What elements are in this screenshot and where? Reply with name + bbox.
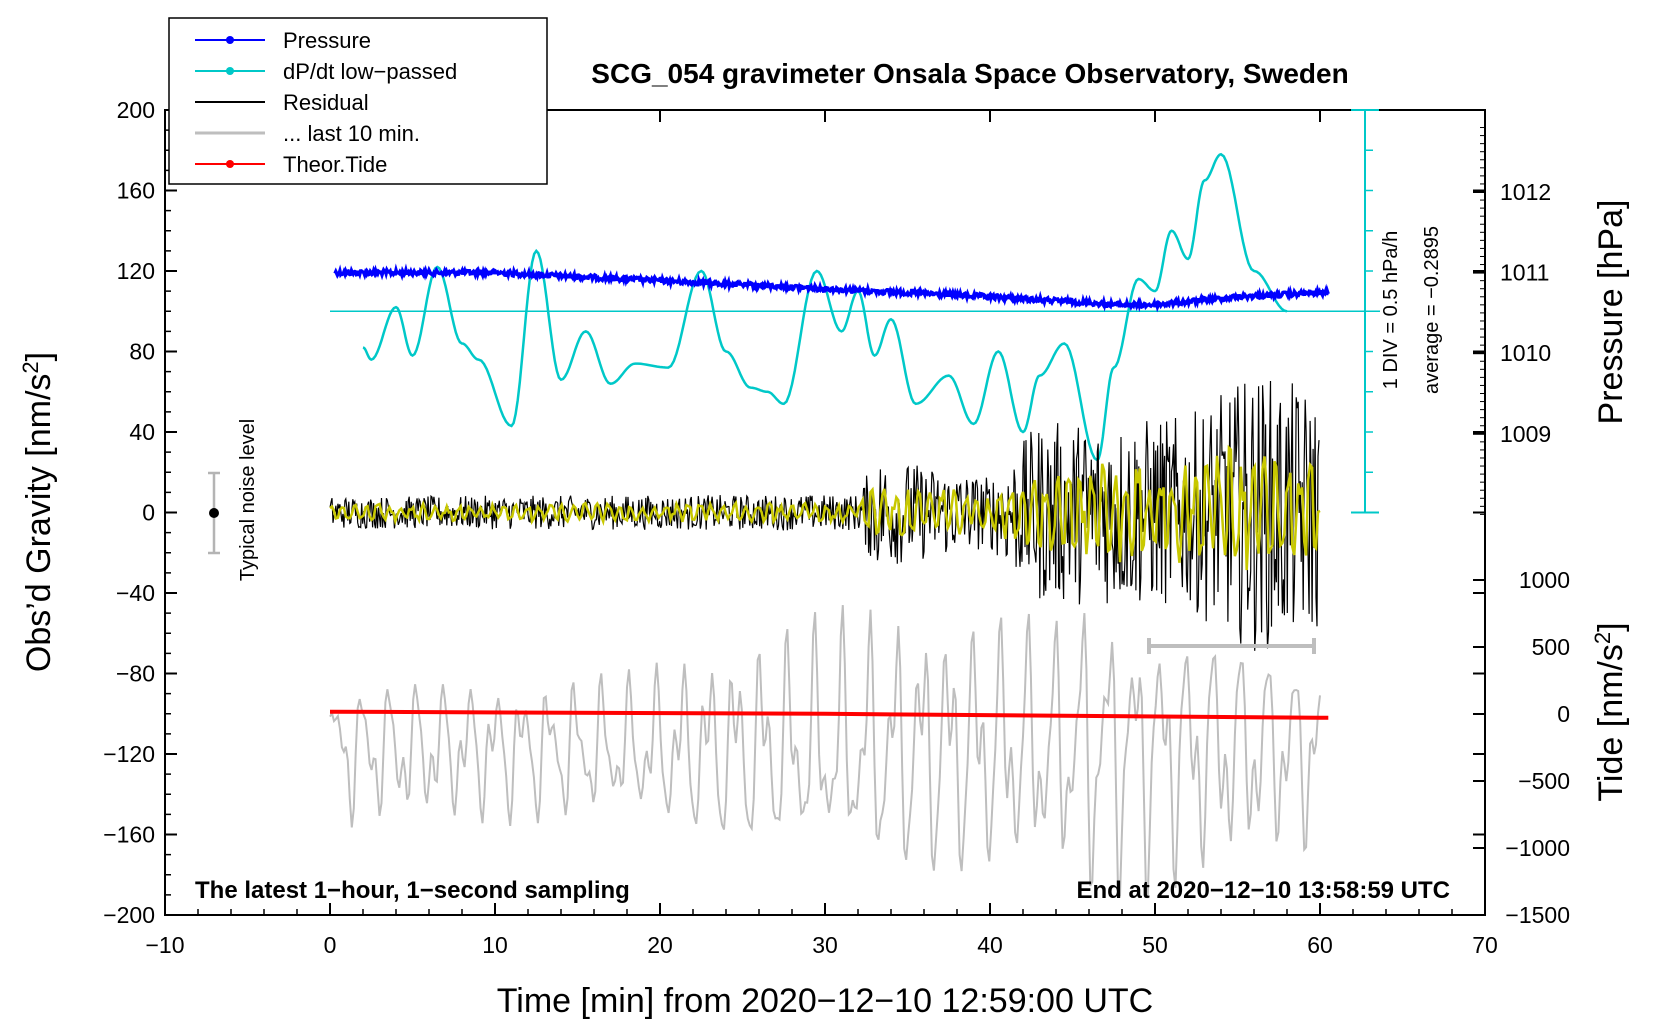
legend-label: ... last 10 min. bbox=[283, 121, 420, 146]
y-tick-label: −200 bbox=[103, 902, 155, 928]
y-tick-label: 40 bbox=[129, 419, 155, 445]
last-10-min-span bbox=[1147, 638, 1316, 654]
y-axis-title-tide: Tide [nm/s2] bbox=[1590, 622, 1630, 801]
tide-tick-label: 0 bbox=[1557, 701, 1570, 727]
y-tick-label: 0 bbox=[142, 500, 155, 526]
line-pressure bbox=[333, 263, 1330, 313]
series-theor-tide bbox=[329, 709, 1329, 720]
y-axis-title-gravity: Obs’d Gravity [nm/s2] bbox=[18, 352, 58, 672]
annotation-average: average = −0.2895 bbox=[1421, 226, 1443, 394]
legend-label: dP/dt low−passed bbox=[283, 59, 457, 84]
legend-marker bbox=[226, 160, 234, 168]
tide-tick-label: −500 bbox=[1518, 768, 1570, 794]
y-tick-label: 120 bbox=[117, 258, 155, 284]
x-axis: −10 0 10 20 30 40 50 60 70 bbox=[145, 110, 1498, 958]
tide-tick-label: −1500 bbox=[1505, 902, 1570, 928]
y-axis-gravity: 200 160 120 80 40 0 −40 −80 −120 −160 −200 bbox=[103, 97, 1485, 928]
x-tick-label: 40 bbox=[977, 932, 1003, 958]
x-tick-label: 10 bbox=[482, 932, 508, 958]
x-tick-label: 70 bbox=[1472, 932, 1498, 958]
y-tick-label: −160 bbox=[103, 822, 155, 848]
annotation-end-time: End at 2020−12−10 13:58:59 UTC bbox=[1076, 877, 1450, 904]
line-residual-smoothed bbox=[329, 444, 1321, 571]
tide-tick-label: 1000 bbox=[1519, 567, 1570, 593]
annotation-sampling: The latest 1−hour, 1−second sampling bbox=[195, 877, 630, 904]
pressure-tick-label: 1011 bbox=[1500, 260, 1549, 286]
legend: Pressure dP/dt low−passed Residual ... last… bbox=[168, 17, 548, 185]
chart-title: SCG_054 gravimeter Onsala Space Observat… bbox=[591, 58, 1348, 89]
pressure-tick-label: 1012 bbox=[1500, 179, 1551, 205]
y-tick-label: 200 bbox=[117, 97, 155, 123]
series-last-10-min bbox=[329, 605, 1321, 899]
series-dpdt bbox=[330, 152, 1380, 462]
x-tick-label: 30 bbox=[812, 932, 838, 958]
legend-marker bbox=[226, 67, 234, 75]
y-tick-label: 160 bbox=[117, 178, 155, 204]
series-pressure bbox=[333, 263, 1330, 313]
y-tick-label: −40 bbox=[116, 580, 155, 606]
pressure-tick-label: 1010 bbox=[1500, 340, 1551, 366]
pressure-tick-label: 1009 bbox=[1500, 421, 1551, 447]
legend-marker bbox=[226, 36, 234, 44]
noise-level-indicator bbox=[208, 471, 220, 555]
tide-tick-label: 500 bbox=[1532, 634, 1570, 660]
x-tick-label: 60 bbox=[1307, 932, 1333, 958]
legend-label: Residual bbox=[283, 90, 369, 115]
y-tick-label: −120 bbox=[103, 741, 155, 767]
line-theor-tide bbox=[329, 709, 1329, 720]
line-last-10-min bbox=[329, 605, 1321, 899]
x-tick-label: 0 bbox=[324, 932, 337, 958]
line-dpdt bbox=[362, 152, 1288, 462]
tide-tick-label: −1000 bbox=[1505, 835, 1570, 861]
y-tick-label: 80 bbox=[129, 339, 155, 365]
x-tick-label: 50 bbox=[1142, 932, 1168, 958]
legend-label: Pressure bbox=[283, 28, 371, 53]
annotation-div: 1 DIV = 0.5 hPa/h bbox=[1380, 231, 1402, 389]
x-tick-label: 20 bbox=[647, 932, 673, 958]
x-tick-label: −10 bbox=[145, 932, 184, 958]
y-axis-pressure: 1012 1011 1010 1009 bbox=[1473, 127, 1551, 515]
y-axis-title-pressure: Pressure [hPa] bbox=[1592, 200, 1630, 425]
noise-level-label: Typical noise level bbox=[237, 419, 259, 581]
legend-label: Theor.Tide bbox=[283, 152, 387, 177]
x-axis-title: Time [min] from 2020−12−10 12:59:00 UTC bbox=[497, 982, 1153, 1020]
y-axis-tide: 1000 500 0 −500 −1000 −1500 bbox=[1473, 567, 1570, 928]
y-tick-label: −80 bbox=[116, 661, 155, 687]
series-residual bbox=[329, 380, 1321, 651]
dpdt-scale-bar bbox=[1351, 109, 1379, 514]
